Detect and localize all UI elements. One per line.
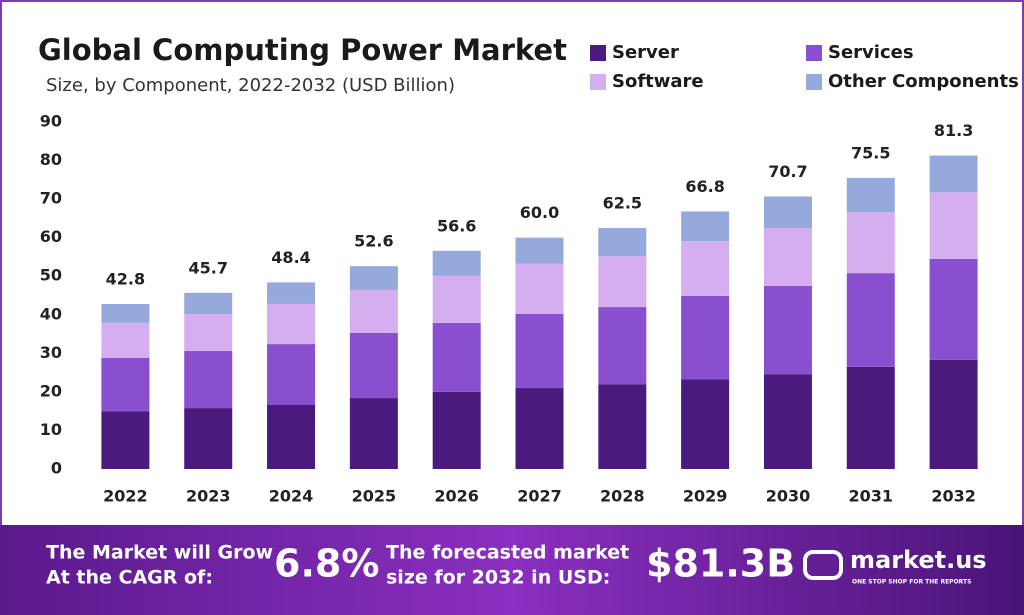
legend-swatch: [590, 45, 606, 61]
bar-segment: [349, 332, 398, 399]
y-tick-label: 0: [51, 459, 62, 478]
bar-segment: [763, 228, 812, 286]
legend-swatch: [806, 45, 822, 61]
bar-segment: [681, 379, 730, 469]
bar-segment: [515, 314, 564, 389]
legend-label: Other Components: [828, 71, 1019, 92]
cagr-value: 6.8%: [274, 542, 379, 586]
total-label: 45.7: [188, 258, 227, 277]
bar-segment: [184, 314, 233, 352]
x-tick-label: 2030: [766, 487, 811, 506]
bar-segment: [349, 290, 398, 333]
bar-segment: [515, 388, 564, 469]
y-tick-label: 80: [40, 150, 62, 169]
bar-segment: [515, 263, 564, 315]
bar-segment: [598, 228, 647, 257]
bar-segment: [349, 266, 398, 291]
x-tick-label: 2032: [931, 487, 976, 506]
bar-segment: [101, 322, 150, 358]
bar-segment: [267, 344, 316, 405]
legend-swatch: [590, 74, 606, 90]
bar-segment: [763, 374, 812, 469]
legend-label: Services: [828, 42, 914, 63]
bar-segment: [101, 303, 150, 323]
x-tick-label: 2027: [517, 487, 562, 506]
x-tick-label: 2028: [600, 487, 645, 506]
y-tick-label: 10: [40, 420, 62, 439]
forecast-value: $81.3B: [646, 542, 795, 586]
total-label: 70.7: [768, 162, 807, 181]
y-tick-label: 90: [40, 112, 62, 131]
x-tick-label: 2025: [352, 487, 397, 506]
y-tick-label: 50: [40, 266, 62, 285]
bar-segment: [101, 411, 150, 469]
total-label: 42.8: [106, 269, 145, 288]
chart-subtitle: Size, by Component, 2022-2032 (USD Billi…: [46, 75, 455, 96]
bar-segment: [184, 408, 233, 469]
brand: market.us: [850, 546, 987, 574]
x-tick-label: 2029: [683, 487, 728, 506]
bar-segment: [929, 359, 978, 469]
total-label: 56.6: [437, 216, 476, 235]
bar-segment: [929, 258, 978, 360]
forecast-text: size for 2032 in USD:: [386, 567, 610, 589]
bar-segment: [432, 322, 481, 392]
y-tick-label: 70: [40, 189, 62, 208]
x-tick-label: 2023: [186, 487, 231, 506]
bar-segment: [101, 357, 150, 412]
bar-segment: [846, 177, 895, 213]
bar-segment: [929, 192, 978, 259]
total-label: 60.0: [520, 203, 559, 222]
bar-segment: [184, 351, 233, 409]
tagline: ONE STOP SHOP FOR THE REPORTS: [852, 579, 971, 586]
total-label: 81.3: [934, 121, 973, 140]
bar-segment: [763, 285, 812, 375]
bar-segment: [681, 241, 730, 296]
bar-segment: [846, 212, 895, 274]
total-label: 62.5: [603, 194, 642, 213]
x-tick-label: 2022: [103, 487, 148, 506]
cagr-text: At the CAGR of:: [46, 567, 213, 589]
legend-label: Server: [612, 42, 679, 63]
y-tick-label: 20: [40, 381, 62, 400]
y-tick-label: 60: [40, 227, 62, 246]
bar-segment: [598, 256, 647, 308]
total-label: 75.5: [851, 143, 890, 162]
bar-segment: [846, 366, 895, 469]
brand-icon: [803, 550, 843, 580]
bar-segment: [349, 398, 398, 469]
x-tick-label: 2031: [849, 487, 894, 506]
bar-segment: [432, 391, 481, 469]
legend-label: Software: [612, 71, 704, 92]
bar-segment: [929, 155, 978, 193]
bar-segment: [681, 295, 730, 380]
bar-segment: [681, 211, 730, 242]
x-tick-label: 2024: [269, 487, 314, 506]
total-label: 48.4: [271, 248, 310, 267]
bar-segment: [598, 307, 647, 385]
bar-segment: [184, 292, 233, 315]
bar-segment: [432, 250, 481, 276]
x-tick-label: 2026: [434, 487, 479, 506]
bar-segment: [598, 384, 647, 469]
bar-segment: [432, 275, 481, 323]
forecast-text: The forecasted market: [386, 542, 629, 564]
total-label: 52.6: [354, 232, 393, 251]
bar-segment: [515, 237, 564, 264]
bar-segment: [267, 282, 316, 304]
legend-swatch: [806, 74, 822, 90]
y-tick-label: 30: [40, 343, 62, 362]
total-label: 66.8: [685, 177, 724, 196]
y-tick-label: 40: [40, 304, 62, 323]
chart-title: Global Computing Power Market: [38, 33, 567, 67]
bar-segment: [846, 273, 895, 367]
footer-band: [0, 525, 1024, 615]
bar-segment: [763, 196, 812, 229]
bar-segment: [267, 303, 316, 345]
bar-segment: [267, 404, 316, 469]
cagr-text: The Market will Grow: [46, 542, 273, 564]
